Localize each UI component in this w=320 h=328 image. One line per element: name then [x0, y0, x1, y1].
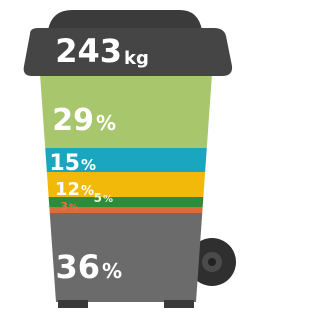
foot [58, 300, 88, 308]
segment-unit: % [102, 259, 122, 283]
segment-value: 5 [94, 191, 102, 205]
bin-infographic: 243 kg 29 % 15 % 12 % 5 % 3 % 36 % [0, 0, 250, 324]
segment-value: 29 [52, 103, 94, 138]
segment-unit: % [96, 111, 116, 135]
foot [164, 300, 194, 308]
wheel-axle [208, 258, 216, 266]
lid-unit: kg [124, 48, 149, 69]
segment-unit: % [103, 194, 113, 205]
segment-unit: % [81, 184, 94, 199]
lid-handle [48, 10, 202, 30]
segment-value: 15 [49, 151, 80, 176]
lid-amount: 243 [55, 32, 122, 70]
segment-value: 36 [55, 248, 100, 286]
page: 243 kg 29 % 15 % 12 % 5 % 3 % 36 % (() =… [0, 0, 250, 324]
segment-unit: % [69, 203, 78, 213]
segment-value: 3 [60, 200, 68, 213]
segment-value: 12 [55, 179, 80, 200]
segment-unit: % [81, 156, 96, 174]
